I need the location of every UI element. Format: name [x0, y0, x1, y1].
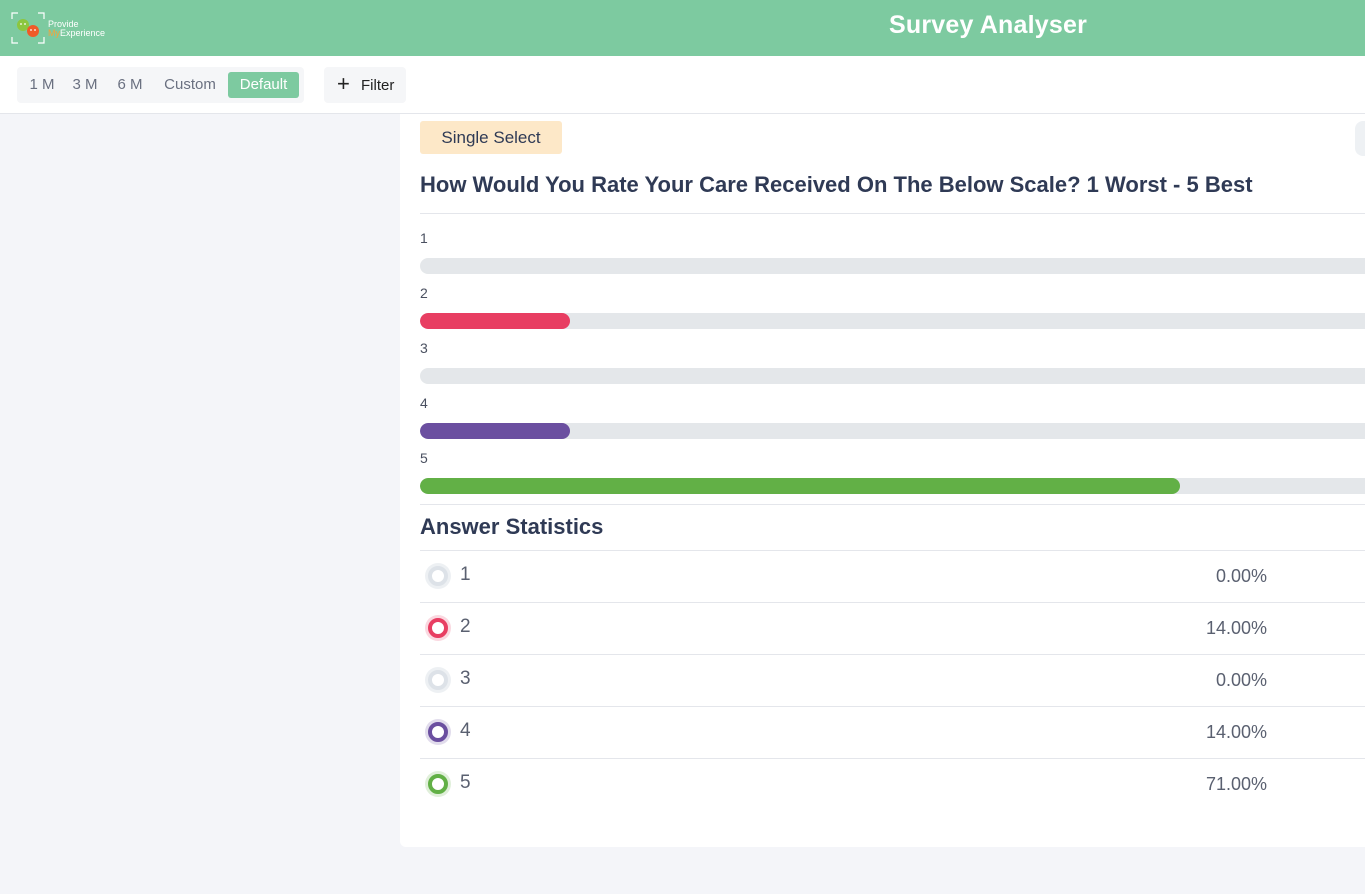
stat-label: 1: [460, 564, 471, 585]
answer-statistics-title: Answer Statistics: [420, 514, 604, 539]
bar-track: [420, 423, 1365, 439]
bar-track: [420, 313, 1365, 329]
divider: [420, 213, 1365, 214]
plus-icon: +: [337, 71, 350, 96]
bar-fill: [420, 313, 570, 329]
range-3m-button[interactable]: 3 M: [72, 76, 98, 93]
app-title: Survey Analyser: [889, 11, 1088, 39]
logo-my: My: [48, 28, 60, 38]
stat-label: 4: [460, 720, 471, 741]
question-title: How Would You Rate Your Care Received On…: [420, 172, 1253, 197]
bar-label: 3: [420, 340, 428, 356]
bar-track: [420, 478, 1365, 494]
stat-label: 5: [460, 772, 471, 793]
stat-percent: 14.00%: [1205, 618, 1267, 638]
stat-percent: 0.00%: [1215, 670, 1267, 690]
stat-row: 4 14.00%: [420, 706, 1365, 758]
card-action-button[interactable]: [1355, 121, 1365, 156]
stat-label: 2: [460, 616, 471, 637]
range-6m-button[interactable]: 6 M: [117, 76, 143, 93]
logo-line1: Provide: [48, 19, 79, 29]
radio-indicator-icon: [428, 774, 448, 794]
logo-wordmark: Provide MyExperience: [48, 20, 105, 38]
question-card: Single Select How Would You Rate Your Ca…: [400, 114, 1365, 847]
range-custom-button[interactable]: Custom: [164, 76, 216, 93]
stat-row: 1 0.00%: [420, 550, 1365, 602]
bar-label: 2: [420, 285, 428, 301]
bar-fill: [420, 423, 570, 439]
radio-indicator-icon: [428, 670, 448, 690]
range-default-button[interactable]: Default: [228, 72, 299, 98]
stat-percent: 0.00%: [1215, 566, 1267, 586]
bar-label: 1: [420, 230, 428, 246]
radio-indicator-icon: [428, 722, 448, 742]
top-bar: Provide MyExperience Survey Analyser: [0, 0, 1365, 56]
range-1m-button[interactable]: 1 M: [29, 76, 55, 93]
logo-icon: [11, 12, 45, 44]
radio-indicator-icon: [428, 566, 448, 586]
divider: [420, 504, 1365, 505]
filter-toolbar: 1 M 3 M 6 M Custom Default + Filter: [0, 56, 1365, 114]
bar-track: [420, 368, 1365, 384]
radio-indicator-icon: [428, 618, 448, 638]
filter-label: Filter: [361, 77, 395, 94]
date-range-selector: 1 M 3 M 6 M Custom Default: [17, 67, 304, 103]
bar-track: [420, 258, 1365, 274]
stat-percent: 71.00%: [1205, 774, 1267, 794]
logo-line2: Experience: [60, 28, 106, 38]
stat-row: 2 14.00%: [420, 602, 1365, 654]
stat-row: 3 0.00%: [420, 654, 1365, 706]
bar-label: 5: [420, 450, 428, 466]
add-filter-button[interactable]: + Filter: [324, 67, 406, 103]
stat-row: 5 71.00%: [420, 758, 1365, 810]
question-type-badge: Single Select: [420, 121, 562, 154]
stat-label: 3: [460, 668, 471, 689]
bar-label: 4: [420, 395, 428, 411]
stat-percent: 14.00%: [1205, 722, 1267, 742]
app-logo[interactable]: Provide MyExperience: [10, 11, 120, 47]
bar-fill: [420, 478, 1180, 494]
